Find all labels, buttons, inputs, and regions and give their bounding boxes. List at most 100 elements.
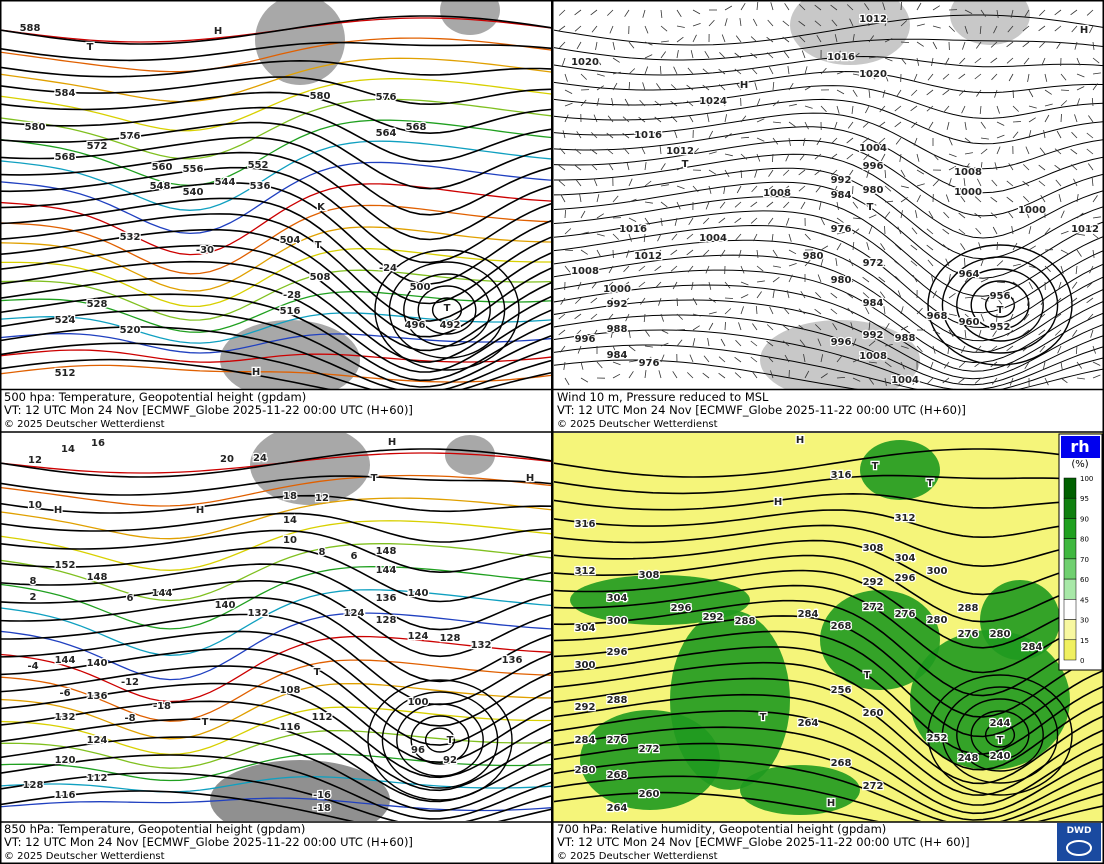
wind-barb	[1039, 345, 1046, 353]
wind-barb	[980, 9, 986, 17]
wind-barb	[932, 311, 941, 315]
wind-barb	[643, 313, 646, 323]
contour-label: 140	[408, 588, 429, 599]
contour	[1, 494, 551, 514]
contour-label: 1004	[891, 375, 919, 386]
wind-barb	[580, 249, 588, 255]
wind-barb	[994, 89, 998, 98]
wind-barb	[868, 226, 873, 235]
wind-barb	[596, 194, 600, 203]
wind-barb	[868, 377, 875, 385]
wind-barb	[900, 169, 906, 178]
contour-label: 580	[310, 91, 331, 102]
wind-barb	[740, 169, 743, 179]
wind-barb	[772, 100, 780, 107]
wind-barb	[852, 358, 861, 363]
contour	[1, 630, 551, 727]
wind-barb	[1092, 249, 1095, 258]
wind-barb	[612, 57, 620, 63]
contour-label: 984	[863, 298, 884, 309]
wind-barb	[1044, 73, 1048, 82]
land	[950, 1, 1030, 45]
wind-barb	[595, 41, 598, 50]
contour	[1, 364, 551, 383]
wind-barb	[1008, 163, 1014, 171]
contour	[554, 85, 1103, 119]
wind-barb	[916, 57, 920, 66]
wind-barb	[852, 338, 857, 347]
land	[445, 435, 495, 475]
wind-barb	[1074, 41, 1078, 50]
wind-barb	[916, 183, 925, 187]
wind-barb	[879, 291, 886, 299]
contour	[554, 112, 1103, 170]
wind-barb	[628, 68, 636, 75]
wind-barb	[1044, 265, 1051, 272]
wind-barb	[1060, 377, 1068, 384]
wind-barb	[1023, 313, 1030, 321]
wind-barb	[1039, 147, 1046, 155]
wind-barb	[772, 265, 781, 268]
wind-barb	[1007, 25, 1014, 33]
contour-label: 548	[150, 181, 171, 192]
contour	[554, 38, 1103, 61]
wind-barb	[670, 265, 678, 272]
contour-label: -30	[196, 245, 214, 256]
wind-barb	[976, 89, 982, 97]
wind-barb	[608, 265, 614, 274]
low-contour	[927, 674, 1073, 796]
logo-mark	[1066, 840, 1092, 856]
wind-barb	[1044, 114, 1050, 123]
contour	[554, 153, 1103, 239]
wind-barb	[644, 356, 652, 363]
contour	[1, 326, 551, 389]
wind-barb	[687, 265, 694, 273]
wind-barb	[564, 102, 573, 107]
wind-barb	[658, 370, 662, 379]
contour-label: 952	[990, 322, 1011, 333]
wind-barb	[926, 89, 934, 96]
contour-label: 272	[639, 744, 660, 755]
wind-barb	[559, 147, 566, 155]
wind-barb	[866, 242, 870, 251]
contour-label: 1012	[1071, 224, 1099, 235]
wind-barb	[772, 249, 778, 257]
wind-barb	[1086, 281, 1094, 288]
low-contour	[367, 679, 513, 801]
wind-barb	[670, 100, 678, 107]
wind-barb	[975, 345, 982, 353]
wind-barb	[734, 201, 742, 208]
wind-barb	[865, 105, 870, 114]
legend-swatch	[1063, 578, 1077, 600]
wind-barb	[593, 114, 598, 123]
wind-barb	[974, 196, 982, 203]
contour-label: -16	[313, 790, 331, 801]
contour-label: H	[796, 435, 804, 446]
wind-barb	[1043, 130, 1046, 139]
wind-barb	[830, 169, 838, 176]
contour	[1, 475, 551, 496]
wind-barb	[945, 194, 950, 203]
wind-barb	[1012, 121, 1022, 123]
legend-swatch	[1063, 538, 1077, 560]
wind-barb	[945, 258, 950, 267]
wind-barb	[1086, 297, 1094, 304]
wind-barb	[628, 371, 634, 379]
wind-barb	[756, 249, 759, 258]
wind-barb	[1089, 265, 1094, 274]
wind-barb	[1012, 281, 1020, 287]
wind-barb	[911, 121, 918, 128]
wind-barb	[596, 85, 605, 91]
contour-label: 268	[831, 621, 852, 632]
contour-label: -8	[124, 713, 135, 724]
wind-barb	[628, 345, 636, 352]
wind-barb	[740, 306, 744, 315]
wind-barb	[720, 249, 726, 257]
wind-barb	[628, 57, 638, 59]
wind-barb	[638, 281, 646, 288]
wind-barb	[884, 361, 892, 368]
wind-barb	[1060, 73, 1067, 81]
caption: © 2025 Deutscher Wetterdienst	[557, 851, 718, 862]
wind-barb	[734, 217, 742, 224]
contour-label: T	[315, 240, 322, 251]
